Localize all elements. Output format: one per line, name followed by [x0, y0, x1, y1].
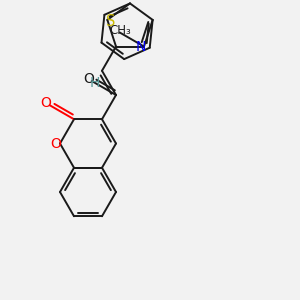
Text: N: N [136, 40, 146, 53]
Text: O: O [51, 136, 62, 151]
Text: S: S [106, 14, 115, 29]
Text: CH₃: CH₃ [109, 24, 130, 37]
Text: H: H [90, 76, 100, 90]
Text: O: O [83, 72, 94, 86]
Text: O: O [40, 96, 51, 110]
